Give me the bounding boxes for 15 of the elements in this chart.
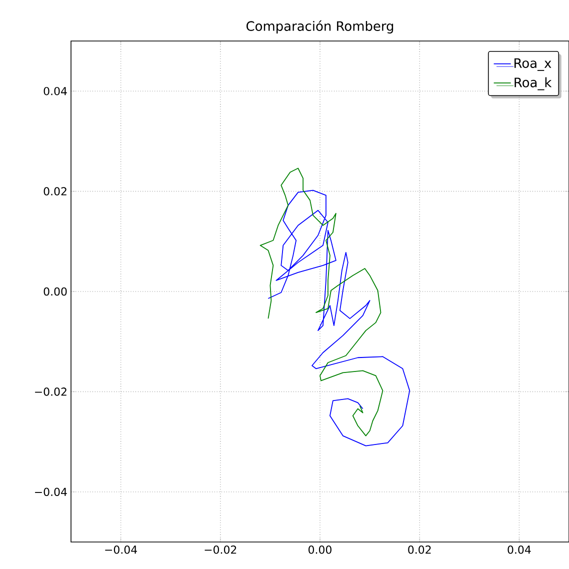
chart-title: Comparación Romberg [246, 20, 394, 34]
legend-label: Roa_x [514, 58, 552, 71]
line-series [260, 168, 384, 436]
y-tick-label: −0.02 [35, 388, 66, 396]
x-tick-label: −0.04 [105, 546, 137, 554]
y-tick-label: 0.02 [44, 187, 66, 196]
x-tick-label: −0.02 [204, 546, 236, 554]
x-tick-label: 0.04 [508, 546, 531, 554]
line-series [268, 190, 410, 446]
x-tick-label: 0.02 [408, 546, 431, 554]
y-tick-label: −0.04 [35, 488, 67, 496]
y-tick-label: 0.04 [44, 86, 67, 96]
legend-label: Roa_k [514, 77, 552, 90]
y-tick-label: 0.00 [44, 287, 67, 296]
x-tick-label: 0.00 [308, 546, 332, 554]
